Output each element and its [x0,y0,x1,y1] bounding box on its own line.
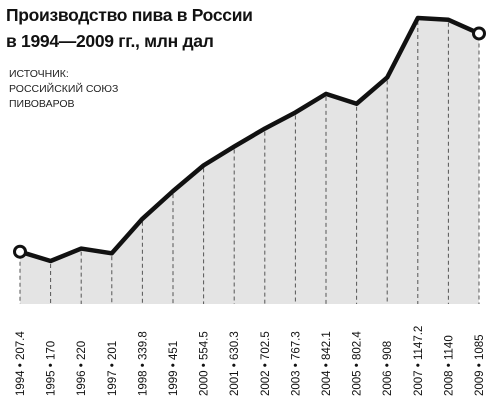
grid-layer [19,21,480,304]
tick-label-2009: 2009 • 1085 [474,334,486,396]
source-name-line-2: ПИВОВАРОВ [9,98,75,110]
area-layer [20,18,479,304]
chart-title-line-2: в 1994—2009 гг., млн дал [6,31,214,51]
tick-label-1997: 1997 • 201 [107,341,119,396]
source-name-line-1: РОССИЙСКИЙ СОЮЗ [9,82,118,95]
line-layer [17,15,482,264]
tick-label-2001: 2001 • 630.3 [229,331,241,396]
tick-label-2002: 2002 • 702.5 [260,331,272,396]
tick-label-2004: 2004 • 842.1 [321,331,333,396]
tick-label-1996: 1996 • 220 [76,341,88,396]
point-marker-1994 [13,244,27,259]
tick-label-1998: 1998 • 339.8 [137,331,149,396]
tick-label-2008: 2008 • 1140 [443,335,455,396]
tick-label-2007: 2007 • 1147.2 [413,326,425,396]
tick-label-1995: 1995 • 170 [46,341,58,396]
marker-layer [13,26,486,259]
tick-label-2000: 2000 • 554.5 [199,331,211,396]
chart-title-line-1: Производство пива в России [6,5,253,25]
source-label: ИСТОЧНИК: [9,68,69,80]
tick-label-1999: 1999 • 451 [168,341,180,396]
tick-label-layer: 1994 • 207.4 1995 • 170 1996 • 220 1997 • 2… [15,326,486,396]
tick-label-2005: 2005 • 802.4 [352,331,364,396]
series-line [17,15,482,264]
area-fill [20,18,479,304]
tick-label-2006: 2006 • 908 [382,341,394,396]
tick-label-1994: 1994 • 207.4 [15,331,27,396]
point-marker-2009 [472,26,486,41]
tick-label-2003: 2003 • 767.3 [290,331,302,396]
